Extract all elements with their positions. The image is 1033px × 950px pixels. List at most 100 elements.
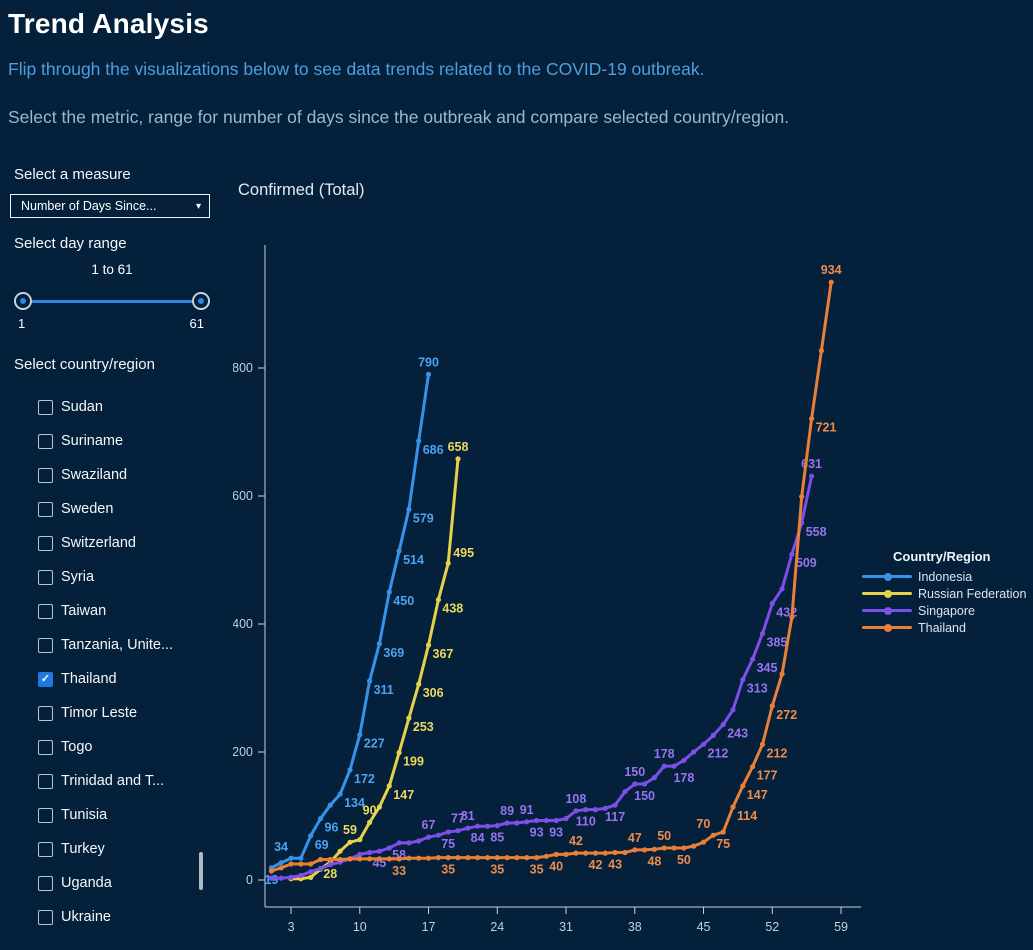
data-point[interactable] <box>425 371 432 377</box>
data-point[interactable] <box>710 832 716 838</box>
data-point[interactable] <box>671 845 677 851</box>
data-point[interactable] <box>298 861 304 867</box>
data-point[interactable] <box>445 560 451 566</box>
data-point[interactable] <box>573 850 579 856</box>
data-point[interactable] <box>769 600 775 607</box>
data-point[interactable] <box>337 856 343 863</box>
legend-item-thailand[interactable]: Thailand <box>862 619 1026 636</box>
checkbox-unchecked[interactable] <box>38 433 53 449</box>
data-point[interactable] <box>789 614 795 620</box>
data-point[interactable] <box>288 855 294 861</box>
series-russian-federation[interactable]: 28 59 90 147 199 253 306 367 438 495 658 <box>288 440 474 882</box>
checkbox-unchecked[interactable] <box>38 467 53 483</box>
data-point[interactable] <box>425 642 432 648</box>
data-point[interactable] <box>396 840 402 846</box>
legend-item-singapore[interactable]: Singapore <box>862 602 1026 619</box>
data-point[interactable] <box>455 855 461 861</box>
data-point[interactable] <box>435 597 441 603</box>
data-point[interactable] <box>494 823 500 829</box>
data-point[interactable] <box>583 850 589 856</box>
data-point[interactable] <box>583 807 589 813</box>
data-point[interactable] <box>425 834 432 840</box>
data-point[interactable] <box>317 816 324 822</box>
checkbox-checked[interactable]: ✓ <box>38 671 53 687</box>
data-point[interactable] <box>278 875 284 881</box>
data-point[interactable] <box>484 855 491 861</box>
data-point[interactable] <box>769 703 775 709</box>
series-indonesia[interactable]: 19346996134172227311369450514579686790 <box>264 355 443 886</box>
data-point[interactable] <box>563 851 569 858</box>
data-point[interactable] <box>622 789 628 795</box>
data-point[interactable] <box>602 850 608 856</box>
data-point[interactable] <box>818 348 825 354</box>
data-point[interactable] <box>357 837 363 843</box>
slider-handle-max[interactable] <box>192 292 210 310</box>
data-point[interactable] <box>602 805 608 811</box>
data-point[interactable] <box>416 838 422 844</box>
checkbox-unchecked[interactable] <box>38 807 53 823</box>
data-point[interactable] <box>809 473 815 479</box>
data-point[interactable] <box>504 820 510 826</box>
data-point[interactable] <box>524 855 530 861</box>
checkbox-unchecked[interactable] <box>38 637 53 653</box>
data-point[interactable] <box>514 855 520 861</box>
data-point[interactable] <box>288 861 294 867</box>
data-point[interactable] <box>435 832 441 838</box>
data-point[interactable] <box>376 641 382 647</box>
data-point[interactable] <box>406 840 412 846</box>
data-point[interactable] <box>534 817 540 824</box>
data-point[interactable] <box>828 279 834 285</box>
data-point[interactable] <box>386 783 392 789</box>
data-point[interactable] <box>642 847 648 853</box>
data-point[interactable] <box>376 856 382 862</box>
data-point[interactable] <box>720 721 726 728</box>
data-point[interactable] <box>642 781 648 787</box>
country-checkbox-row[interactable]: Turkey <box>38 832 198 866</box>
data-point[interactable] <box>455 456 461 462</box>
country-checkbox-row[interactable]: Suriname <box>38 424 198 458</box>
data-point[interactable] <box>396 856 402 862</box>
data-point[interactable] <box>367 849 373 856</box>
data-point[interactable] <box>484 823 491 829</box>
data-point[interactable] <box>573 808 579 814</box>
data-point[interactable] <box>553 851 559 858</box>
series-thailand[interactable]: 33 35 35 35 40 42 42 43 47 48 50 50 70 75 114 147 177 212… <box>268 263 842 878</box>
data-point[interactable] <box>347 856 353 862</box>
data-point[interactable] <box>809 416 815 422</box>
data-point[interactable] <box>288 874 294 881</box>
data-point[interactable] <box>592 807 599 813</box>
data-point[interactable] <box>357 732 363 738</box>
country-checkbox-row[interactable]: Swaziland <box>38 458 198 492</box>
data-point[interactable] <box>435 855 441 861</box>
data-point[interactable] <box>347 839 353 845</box>
data-point[interactable] <box>750 764 756 770</box>
country-checkbox-row[interactable]: Timor Leste <box>38 696 198 730</box>
data-point[interactable] <box>789 551 795 557</box>
data-point[interactable] <box>661 763 667 769</box>
checkbox-unchecked[interactable] <box>38 739 53 755</box>
country-checkbox-row[interactable]: Ukraine <box>38 900 198 934</box>
data-point[interactable] <box>671 763 677 769</box>
data-point[interactable] <box>720 829 726 835</box>
data-point[interactable] <box>445 829 451 835</box>
data-point[interactable] <box>691 749 697 755</box>
data-point[interactable] <box>514 820 520 826</box>
data-point[interactable] <box>592 850 599 856</box>
data-point[interactable] <box>750 656 756 662</box>
data-point[interactable] <box>317 865 324 872</box>
data-point[interactable] <box>298 872 304 879</box>
data-point[interactable] <box>475 823 481 829</box>
checkbox-unchecked[interactable] <box>38 909 53 925</box>
country-checkbox-row[interactable]: Tanzania, Unite... <box>38 628 198 662</box>
data-point[interactable] <box>308 869 314 875</box>
data-point[interactable] <box>681 757 687 763</box>
data-point[interactable] <box>543 853 549 859</box>
data-point[interactable] <box>406 715 412 721</box>
country-checkbox-row[interactable]: Trinidad and T... <box>38 764 198 798</box>
data-point[interactable] <box>406 506 412 512</box>
data-point[interactable] <box>416 681 422 687</box>
data-point[interactable] <box>622 849 628 856</box>
data-point[interactable] <box>386 856 392 862</box>
data-point[interactable] <box>632 781 638 787</box>
data-point[interactable] <box>308 861 314 867</box>
